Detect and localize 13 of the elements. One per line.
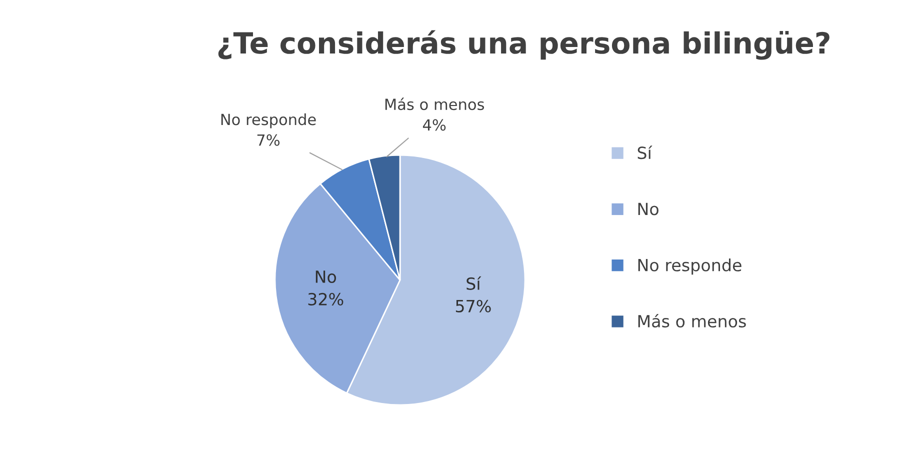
legend-label: Sí [638,146,652,160]
slice-label: Sí [466,276,482,290]
slice-label: No responde [221,113,316,128]
data-label: 32% [308,292,344,306]
legend-label: Más o menos [638,314,746,328]
legend-label: No responde [638,258,742,275]
slice-label: Más o menos [385,98,484,110]
data-label: 7% [257,134,280,146]
data-label: 57% [456,300,491,312]
data-label: 4% [422,119,446,131]
chart-title: ¿Te considerás una persona bilingüe? [218,30,830,60]
legend-label: No [638,202,658,216]
slice-label: No [316,270,336,284]
